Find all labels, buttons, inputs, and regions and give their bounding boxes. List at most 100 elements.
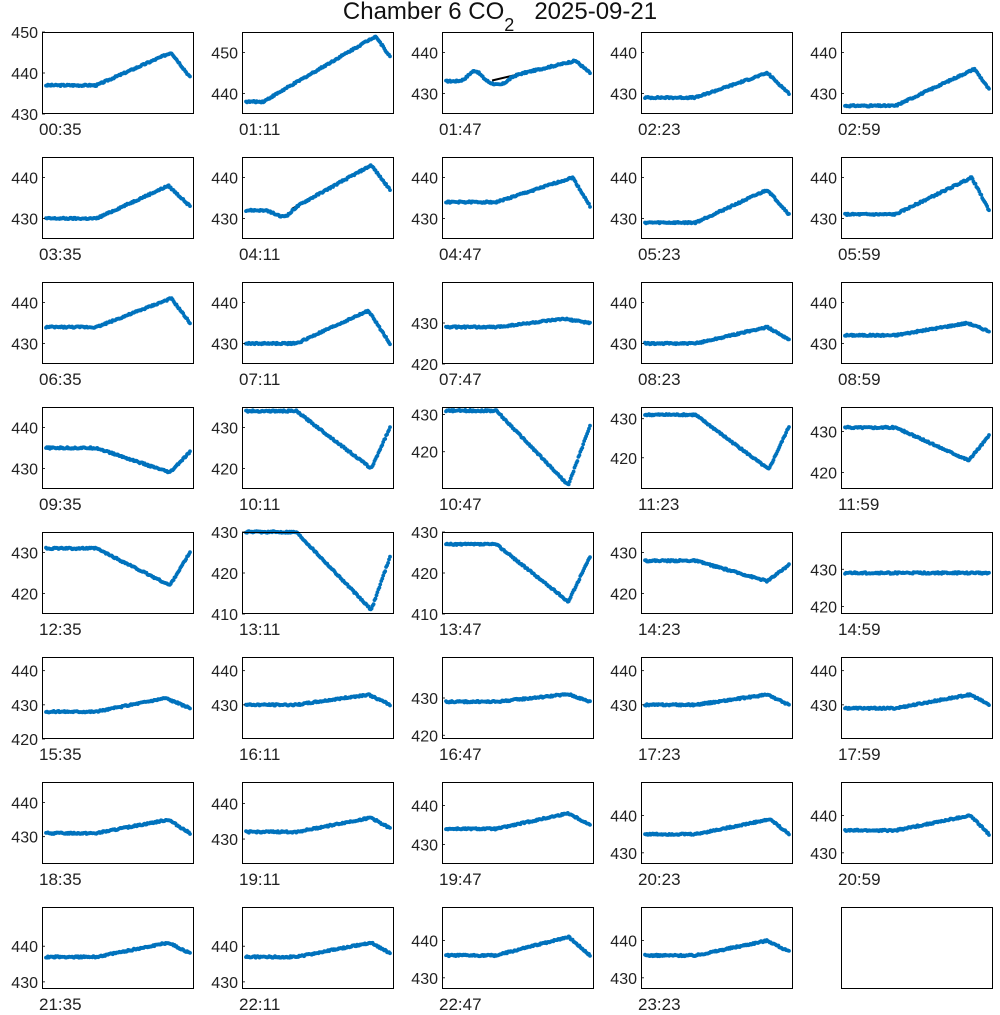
data-point [572, 470, 576, 474]
axes-box [842, 408, 993, 489]
panel-time-label: 17:59 [838, 745, 881, 765]
data-point [987, 330, 991, 334]
data-point [987, 208, 991, 212]
y-tick-label: 440 [610, 664, 637, 681]
data-point [578, 453, 582, 457]
axes-box [43, 158, 194, 239]
panel-time-label: 07:47 [439, 370, 482, 390]
axes-box [443, 158, 594, 239]
figure-title: Chamber 6 CO2 2025-09-21 [0, 0, 1000, 30]
panel-time-label: 14:59 [838, 620, 881, 640]
y-tick-label: 410 [411, 607, 438, 624]
y-tick-label: 430 [810, 212, 837, 229]
panel-time-label: 15:35 [39, 745, 82, 765]
y-tick-label: 430 [610, 546, 637, 563]
y-tick-label: 420 [211, 566, 238, 583]
y-tick-label: 420 [610, 587, 637, 604]
axes-box [243, 158, 394, 239]
y-tick-label: 440 [11, 796, 38, 813]
y-tick-label: 450 [11, 25, 38, 42]
panel-time-label: 01:11 [239, 120, 280, 140]
y-tick-label: 440 [11, 664, 38, 681]
data-point [987, 433, 991, 437]
title-date: 2025-09-21 [534, 0, 657, 25]
axes-box [842, 658, 993, 739]
data-point [979, 193, 983, 197]
data-point [787, 562, 791, 566]
panel-time-label: 05:23 [638, 245, 681, 265]
y-tick-label: 430 [211, 421, 238, 438]
panel-time-label: 08:59 [838, 370, 881, 390]
data-point [188, 832, 192, 836]
y-tick-label: 440 [11, 421, 38, 438]
data-point [787, 338, 791, 342]
data-point [188, 75, 192, 79]
y-tick-label: 440 [411, 171, 438, 188]
axes-box [243, 533, 394, 614]
data-point [388, 342, 392, 346]
y-tick-label: 430 [11, 212, 38, 229]
y-tick-label: 430 [810, 562, 837, 579]
data-point [378, 583, 382, 587]
y-tick-label: 430 [11, 462, 38, 479]
data-point [188, 204, 192, 208]
data-point [987, 703, 991, 707]
data-point [388, 425, 392, 429]
y-tick-label: 420 [11, 732, 38, 749]
data-point [386, 561, 390, 565]
y-tick-label: 430 [11, 830, 38, 847]
y-tick-label: 430 [810, 698, 837, 715]
y-tick-label: 440 [11, 296, 38, 313]
panel-time-label: 01:47 [439, 120, 482, 140]
y-tick-label: 440 [11, 171, 38, 188]
data-point [374, 597, 378, 601]
title-text: Chamber 6 CO [343, 0, 504, 25]
data-point [372, 602, 376, 606]
y-tick-label: 420 [810, 466, 837, 483]
axes-box [642, 408, 793, 489]
y-tick-label: 430 [211, 698, 238, 715]
y-tick-label: 440 [411, 46, 438, 63]
panel-time-label: 00:35 [39, 120, 82, 140]
y-tick-label: 440 [211, 87, 238, 104]
y-tick-label: 430 [610, 698, 637, 715]
y-tick-label: 430 [411, 316, 438, 333]
panel-time-label: 03:35 [39, 245, 82, 265]
panel-time-label: 18:35 [39, 870, 82, 890]
y-tick-label: 430 [211, 212, 238, 229]
data-point [580, 446, 584, 450]
axes-box [43, 658, 194, 739]
data-point [787, 425, 791, 429]
panel-time-label: 16:11 [239, 745, 280, 765]
data-point [188, 449, 192, 453]
panel-time-label: 11:59 [838, 495, 879, 515]
y-tick-label: 420 [11, 587, 38, 604]
